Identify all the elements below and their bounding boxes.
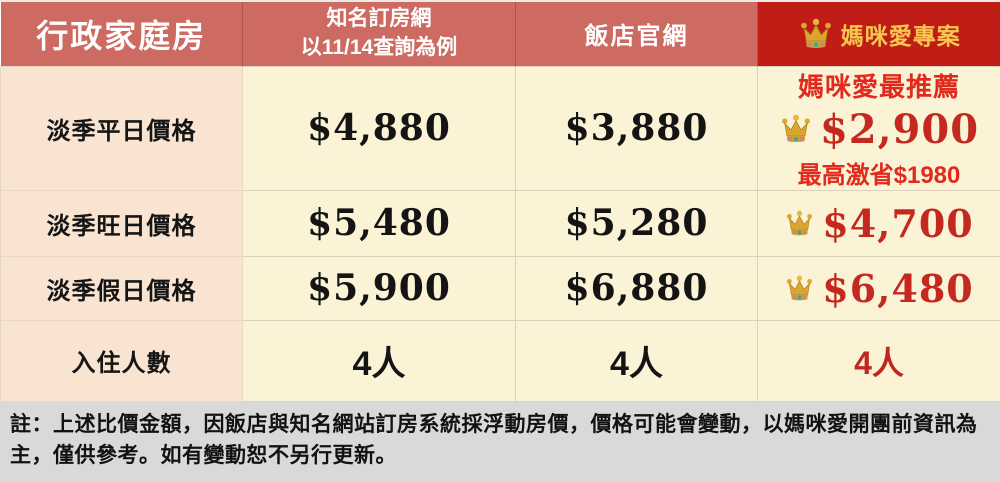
header-mamilove: 媽咪愛專案 [757,2,1000,66]
top-edge [0,0,1000,2]
mamilove-savings: 最高激省$1980 [797,161,961,189]
mamilove-price: $6,480 [822,265,974,311]
disclaimer-note: 註：上述比價金額，因飯店與知名網站訂房系統採浮動房價，價格可能會變動，以媽咪愛開… [0,401,1000,482]
official-site-price: $6,880 [564,267,709,309]
table-row-offpeak-hotday: 淡季旺日價格 $5,480 $5,280 $4,700 [0,189,1000,257]
crown-icon [782,114,810,143]
booking-site-price: $5,900 [307,267,451,309]
table-row-offpeak-weekday: 淡季平日價格 $4,880 $3,880 媽咪愛最推薦 [0,65,1000,191]
table-row-occupancy: 入住人數 4人 4人 4人 [0,319,1000,402]
header-booking-site: 知名訂房網 以11/14查詢為例 [242,2,516,66]
header-row: 行政家庭房 知名訂房網 以11/14查詢為例 飯店官網 [0,2,1000,66]
row-label: 入住人數 [0,319,243,402]
official-site-price: $3,880 [564,107,709,149]
header-room-type: 行政家庭房 [0,2,243,66]
header-booking-site-line2: 以11/14查詢為例 [300,35,458,59]
crown-icon [787,275,813,300]
header-booking-site-line1: 知名訂房網 [326,7,432,31]
row-label: 淡季假日價格 [0,255,243,321]
mamilove-tagline: 媽咪愛最推薦 [797,71,960,102]
booking-site-occupancy: 4人 [352,345,406,383]
mamilove-price: $2,900 [819,105,980,153]
mamilove-occupancy: 4人 [854,344,904,381]
table-row-offpeak-holiday: 淡季假日價格 $5,900 $6,880 $6,480 [0,255,1000,321]
header-mamilove-label: 媽咪愛專案 [840,22,961,49]
booking-site-price: $4,880 [307,107,451,149]
row-label: 淡季平日價格 [0,65,243,191]
official-site-occupancy: 4人 [610,345,663,383]
row-label: 淡季旺日價格 [0,189,243,257]
crown-icon [800,18,831,48]
mamilove-offer-cell: $4,700 [757,189,1000,257]
mamilove-offer-cell: 媽咪愛最推薦 $2,900 [757,65,1000,191]
mamilove-offer-cell: $6,480 [757,255,1000,321]
crown-icon [787,210,813,235]
header-official-site: 飯店官網 [515,2,758,66]
official-site-price: $5,280 [564,202,709,244]
booking-site-price: $5,480 [307,202,451,244]
mamilove-price: $4,700 [822,200,974,246]
price-comparison-table: 行政家庭房 知名訂房網 以11/14查詢為例 飯店官網 [0,2,1000,402]
